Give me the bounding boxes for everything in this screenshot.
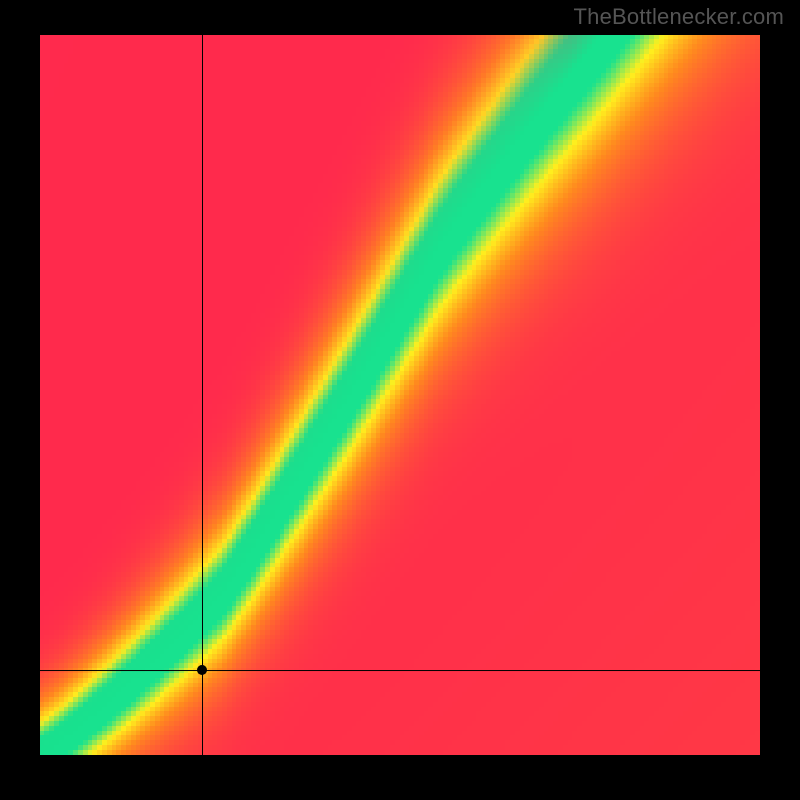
chart-container: TheBottlenecker.com	[0, 0, 800, 800]
watermark-text: TheBottlenecker.com	[574, 4, 784, 30]
bottleneck-heatmap	[40, 35, 760, 755]
